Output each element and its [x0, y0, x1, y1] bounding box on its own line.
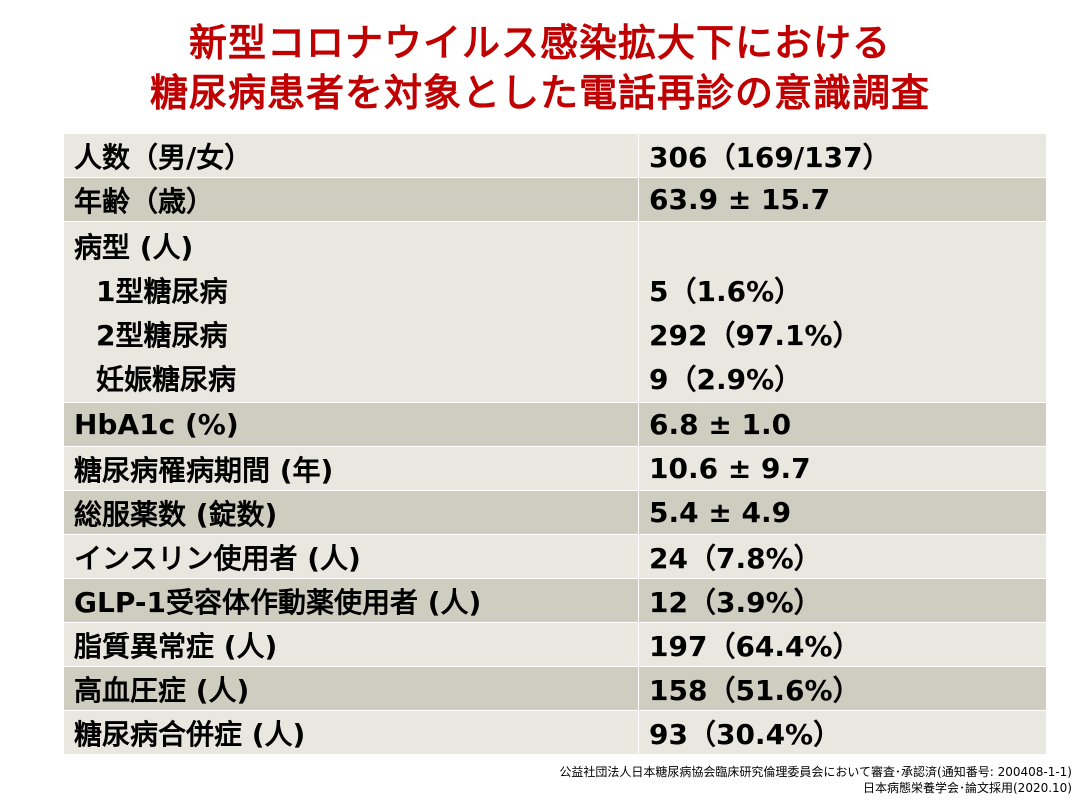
row-label: HbA1c (%) [63, 402, 639, 447]
row-label: 糖尿病合併症 (人) [63, 710, 639, 755]
row-value: 12（3.9%） [638, 578, 1047, 623]
table-row: 脂質異常症 (人) 197（64.4%） [63, 622, 1047, 667]
table-row: 高血圧症 (人) 158（51.6%） [63, 666, 1047, 711]
row-label: 糖尿病罹病期間 (年) [63, 446, 639, 491]
row-value: 197（64.4%） [638, 622, 1047, 667]
row-label: GLP-1受容体作動薬使用者 (人) [63, 578, 639, 623]
sub-value: 9（2.9%） [649, 363, 803, 396]
table-row: 糖尿病罹病期間 (年) 10.6 ± 9.7 [63, 446, 1047, 491]
table-row: HbA1c (%) 6.8 ± 1.0 [63, 402, 1047, 447]
row-label: 人数（男/女） [63, 133, 639, 178]
row-label: 病型 (人) [74, 231, 194, 264]
row-value: 5.4 ± 4.9 [638, 490, 1047, 535]
row-label: インスリン使用者 (人) [63, 534, 639, 579]
sub-label: 2型糖尿病 [96, 319, 228, 352]
source-note: 公益社団法人日本糖尿病協会臨床研究倫理委員会において審査･承認済(通知番号: 2… [559, 764, 1072, 796]
table-row: 糖尿病合併症 (人) 93（30.4%） [63, 710, 1047, 755]
row-value-group: 5（1.6%） 292（97.1%） 9（2.9%） [638, 221, 1047, 403]
sub-label: 1型糖尿病 [96, 275, 228, 308]
title-line-1: 新型コロナウイルス感染拡大下における [188, 21, 891, 65]
row-label: 高血圧症 (人) [63, 666, 639, 711]
row-value: 158（51.6%） [638, 666, 1047, 711]
blank-cell [649, 226, 1046, 270]
patient-characteristics-table: 人数（男/女） 306（169/137） 年齢（歳） 63.9 ± 15.7 病… [63, 133, 1047, 755]
table-row: インスリン使用者 (人) 24（7.8%） [63, 534, 1047, 579]
row-value: 6.8 ± 1.0 [638, 402, 1047, 447]
row-value: 10.6 ± 9.7 [638, 446, 1047, 491]
sub-label: 妊娠糖尿病 [96, 363, 237, 396]
row-label: 総服薬数 (錠数) [63, 490, 639, 535]
slide-title: 新型コロナウイルス感染拡大下における 糖尿病患者を対象とした電話再診の意識調査 [0, 18, 1080, 118]
sub-value: 292（97.1%） [649, 319, 861, 352]
row-label: 脂質異常症 (人) [63, 622, 639, 667]
row-value: 306（169/137） [638, 133, 1047, 178]
table-row: GLP-1受容体作動薬使用者 (人) 12（3.9%） [63, 578, 1047, 623]
table-row-diabetes-type: 病型 (人) 1型糖尿病 2型糖尿病 妊娠糖尿病 5（1.6%） 292（97.… [63, 221, 1047, 403]
row-label-group: 病型 (人) 1型糖尿病 2型糖尿病 妊娠糖尿病 [63, 221, 639, 403]
publication-note: 日本病態栄養学会･論文採用(2020.10) [863, 781, 1072, 795]
row-label: 年齢（歳） [63, 177, 639, 222]
row-value: 63.9 ± 15.7 [638, 177, 1047, 222]
table-row: 総服薬数 (錠数) 5.4 ± 4.9 [63, 490, 1047, 535]
row-value: 93（30.4%） [638, 710, 1047, 755]
ethics-approval-note: 公益社団法人日本糖尿病協会臨床研究倫理委員会において審査･承認済(通知番号: 2… [559, 765, 1072, 779]
title-line-2: 糖尿病患者を対象とした電話再診の意識調査 [149, 71, 930, 115]
row-value: 24（7.8%） [638, 534, 1047, 579]
table-row: 年齢（歳） 63.9 ± 15.7 [63, 177, 1047, 222]
sub-value: 5（1.6%） [649, 275, 803, 308]
table-row: 人数（男/女） 306（169/137） [63, 133, 1047, 178]
